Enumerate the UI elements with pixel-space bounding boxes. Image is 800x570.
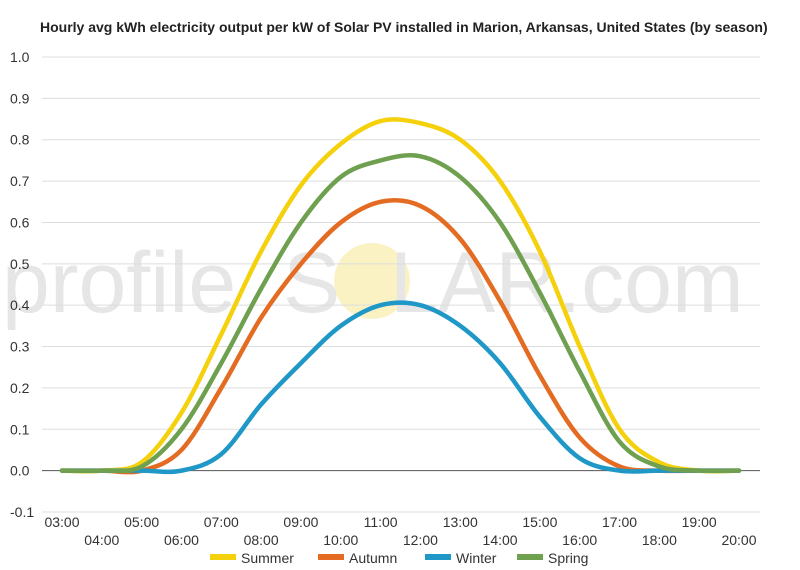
y-tick-label: 0.1 xyxy=(10,421,30,437)
y-tick-label: 0.3 xyxy=(10,339,30,355)
y-tick-label: 0.6 xyxy=(10,214,30,230)
series-lines xyxy=(59,117,742,475)
y-axis: -0.1 0.0 0.1 0.2 0.3 0.4 0.5 0.6 0.7 0.8 0.9 1.0 xyxy=(10,49,34,520)
x-tick-label: 14:00 xyxy=(483,532,518,548)
y-tick-label: 1.0 xyxy=(10,49,30,65)
series-line-winter xyxy=(59,300,742,475)
x-tick-label: 19:00 xyxy=(682,514,717,530)
x-tick-label: 04:00 xyxy=(84,532,119,548)
legend-label-summer: Summer xyxy=(241,550,294,566)
y-tick-label: 0.8 xyxy=(10,132,30,148)
legend-swatch-spring xyxy=(517,554,543,560)
series-line-autumn xyxy=(59,197,742,475)
x-tick-label: 08:00 xyxy=(244,532,279,548)
y-tick-label: 0.5 xyxy=(10,256,30,272)
watermark: profile S LAR.com xyxy=(2,235,744,331)
x-tick-label: 10:00 xyxy=(323,532,358,548)
chart-title: Hourly avg kWh electricity output per kW… xyxy=(40,19,768,35)
x-tick-label: 03:00 xyxy=(44,514,79,530)
x-tick-label: 11:00 xyxy=(364,514,398,530)
y-tick-label: 0.9 xyxy=(10,90,30,106)
legend-label-autumn: Autumn xyxy=(349,550,397,566)
x-tick-label: 20:00 xyxy=(721,532,756,548)
series-line-spring xyxy=(59,153,742,474)
watermark-sun-icon xyxy=(334,243,410,319)
legend-swatch-summer xyxy=(210,554,236,560)
x-tick-label: 05:00 xyxy=(124,514,159,530)
x-tick-label: 17:00 xyxy=(602,514,637,530)
y-tick-label: 0.2 xyxy=(10,380,30,396)
x-tick-label: 18:00 xyxy=(642,532,677,548)
x-tick-label: 09:00 xyxy=(283,514,318,530)
legend-swatch-autumn xyxy=(318,554,344,560)
y-tick-label: 0.0 xyxy=(10,463,30,479)
series-line-summer xyxy=(59,117,742,474)
legend: Summer Autumn Winter Spring xyxy=(210,550,588,566)
y-tick-label: 0.7 xyxy=(10,173,30,189)
x-tick-label: 16:00 xyxy=(562,532,597,548)
watermark-text-left: profile xyxy=(2,235,236,331)
x-tick-label: 06:00 xyxy=(164,532,199,548)
legend-label-winter: Winter xyxy=(456,550,497,566)
x-tick-label: 15:00 xyxy=(522,514,557,530)
x-tick-label: 12:00 xyxy=(403,532,438,548)
legend-swatch-winter xyxy=(425,554,451,560)
legend-label-spring: Spring xyxy=(548,550,588,566)
x-tick-label: 13:00 xyxy=(443,514,478,530)
y-tick-label: 0.4 xyxy=(10,297,30,313)
y-tick-label: -0.1 xyxy=(10,504,34,520)
x-tick-label: 07:00 xyxy=(204,514,239,530)
